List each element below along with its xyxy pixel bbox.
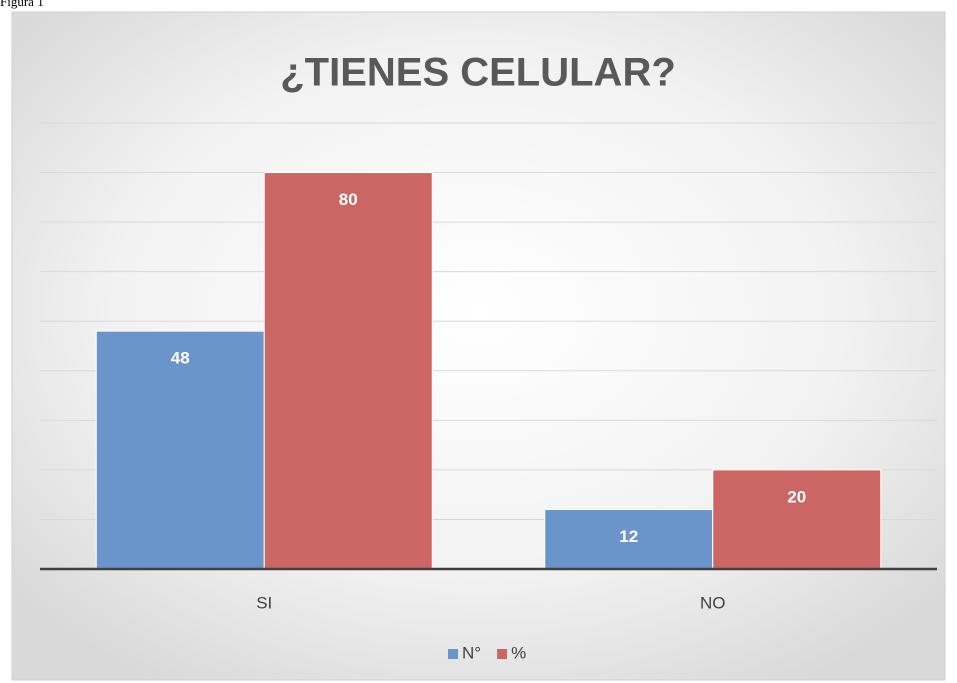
bar xyxy=(712,469,882,570)
legend-label: N° xyxy=(462,643,481,662)
value-label: 12 xyxy=(619,527,638,546)
bar xyxy=(95,330,265,570)
value-label: 80 xyxy=(339,190,358,209)
legend-swatch xyxy=(497,649,508,659)
legend-swatch xyxy=(448,649,458,659)
x-tick-label: NO xyxy=(700,593,726,612)
chart-title: ¿TIENES CELULAR? xyxy=(280,51,676,95)
bar xyxy=(263,172,433,570)
value-label: 48 xyxy=(171,349,190,368)
x-tick-label: SI xyxy=(256,593,272,612)
caption: Figura 1 xyxy=(0,0,44,9)
legend-label: % xyxy=(511,643,526,662)
value-label: 20 xyxy=(787,487,806,506)
